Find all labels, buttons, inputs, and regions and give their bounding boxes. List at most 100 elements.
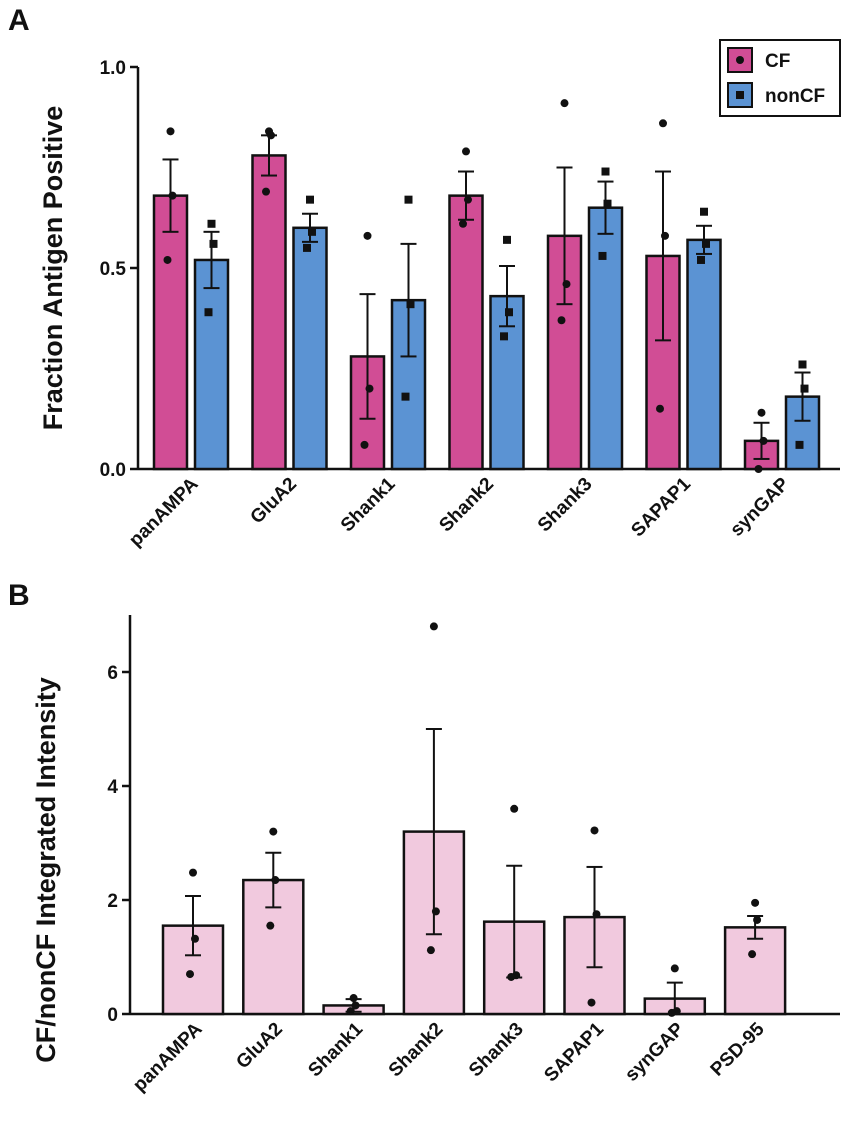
- data-point: [759, 436, 768, 445]
- y-tick-label: 4: [107, 777, 118, 798]
- data-point: [189, 868, 197, 877]
- data-point: [601, 167, 610, 176]
- data-point: [798, 360, 807, 369]
- data-point: [590, 826, 599, 835]
- y-tick-label: 0: [107, 1005, 118, 1026]
- category-label: GluA2: [247, 474, 301, 528]
- data-point: [667, 1008, 676, 1017]
- category-label: panAMPA: [125, 473, 202, 550]
- category-label: Shank2: [435, 474, 498, 537]
- legend-marker-cf: [736, 56, 744, 64]
- data-point: [592, 910, 601, 919]
- category-label: GluA2: [232, 1019, 286, 1073]
- data-point: [266, 921, 275, 930]
- data-point: [462, 147, 470, 156]
- data-point: [670, 964, 679, 973]
- data-point: [306, 195, 314, 204]
- bar-GluA2-CF: [251, 154, 287, 471]
- bar-PSD-95-CF/nonCF: [723, 926, 787, 1016]
- data-point: [351, 1001, 360, 1010]
- data-point: [209, 239, 218, 248]
- data-point: [168, 191, 177, 200]
- category-label: Shank2: [385, 1019, 448, 1082]
- data-point: [163, 255, 172, 264]
- panel-a-letter: A: [8, 4, 30, 37]
- bar-Shank3-nonCF: [587, 206, 624, 471]
- data-point: [431, 907, 440, 916]
- data-point: [697, 255, 705, 264]
- data-point: [754, 465, 763, 473]
- data-point: [800, 384, 809, 393]
- bar-Shank3-CF: [546, 234, 583, 471]
- panel-b-ylabel: CF/nonCF Integrated Intensity: [31, 677, 61, 1063]
- category-label: Shank3: [534, 474, 597, 537]
- y-tick-label: 0.5: [100, 259, 127, 280]
- legend-marker-noncf: [736, 91, 744, 99]
- panel-a-plot: 0.0 0.5 1.0 panAMPA GluA2 Shank1 Shank2 Shank3 S…: [100, 58, 840, 551]
- data-point: [308, 227, 316, 236]
- data-point: [757, 408, 766, 417]
- data-point: [603, 199, 612, 208]
- data-point: [406, 300, 415, 309]
- data-point: [271, 876, 280, 885]
- data-point: [191, 934, 199, 943]
- bar-GluA2-nonCF: [292, 226, 328, 471]
- bar-panAMPA-CF: [152, 194, 189, 471]
- data-point: [700, 207, 708, 216]
- category-label: SAPAP1: [627, 473, 695, 541]
- data-point: [404, 195, 413, 204]
- legend-label-cf: CF: [765, 51, 790, 72]
- data-point: [459, 219, 467, 228]
- data-point: [426, 946, 435, 955]
- data-point: [349, 994, 358, 1003]
- data-point: [748, 950, 757, 959]
- y-tick-label: 1.0: [100, 58, 126, 79]
- panel-b-letter: B: [8, 579, 30, 612]
- data-point: [365, 384, 374, 393]
- data-point: [207, 219, 216, 228]
- data-point: [562, 280, 571, 289]
- data-point: [346, 1007, 355, 1016]
- data-point: [186, 970, 194, 979]
- data-point: [656, 404, 664, 413]
- y-tick-label: 0.0: [100, 460, 126, 481]
- bar-SAPAP1-nonCF: [686, 238, 722, 471]
- legend-label-noncf: nonCF: [765, 86, 825, 107]
- data-point: [505, 308, 513, 317]
- panel-b-plot: 0 2 4 6 panAMPA GluA2 Shank1 Shank2 Shank3 SAPAP1…: [107, 615, 840, 1096]
- data-point: [753, 915, 762, 924]
- data-point: [500, 332, 508, 341]
- bar-panAMPA-nonCF: [193, 258, 230, 471]
- category-label: synGAP: [621, 1018, 688, 1085]
- category-label: Shank1: [304, 1018, 367, 1081]
- data-point: [401, 392, 410, 401]
- data-point: [702, 239, 710, 248]
- category-label: Shank3: [465, 1019, 528, 1082]
- data-point: [507, 972, 516, 981]
- data-point: [557, 316, 566, 325]
- data-point: [503, 235, 511, 244]
- data-point: [429, 622, 438, 631]
- y-tick-label: 2: [107, 891, 118, 912]
- data-point: [269, 827, 278, 836]
- data-point: [303, 243, 311, 252]
- legend: CF nonCF: [719, 39, 841, 117]
- data-point: [464, 195, 472, 204]
- category-label: synGAP: [726, 473, 793, 540]
- data-point: [795, 440, 804, 449]
- data-point: [560, 99, 569, 108]
- bar-Shank2-CF: [448, 194, 484, 471]
- data-point: [510, 804, 519, 813]
- category-label: SAPAP1: [540, 1018, 608, 1086]
- data-point: [363, 231, 372, 240]
- category-label: Shank1: [337, 473, 400, 536]
- data-point: [751, 898, 760, 907]
- data-point: [659, 119, 667, 128]
- data-point: [598, 251, 607, 260]
- data-point: [360, 440, 369, 449]
- data-point: [267, 131, 275, 140]
- data-point: [166, 127, 175, 136]
- data-point: [661, 231, 669, 240]
- panel-a-ylabel: Fraction Antigen Positive: [38, 106, 68, 431]
